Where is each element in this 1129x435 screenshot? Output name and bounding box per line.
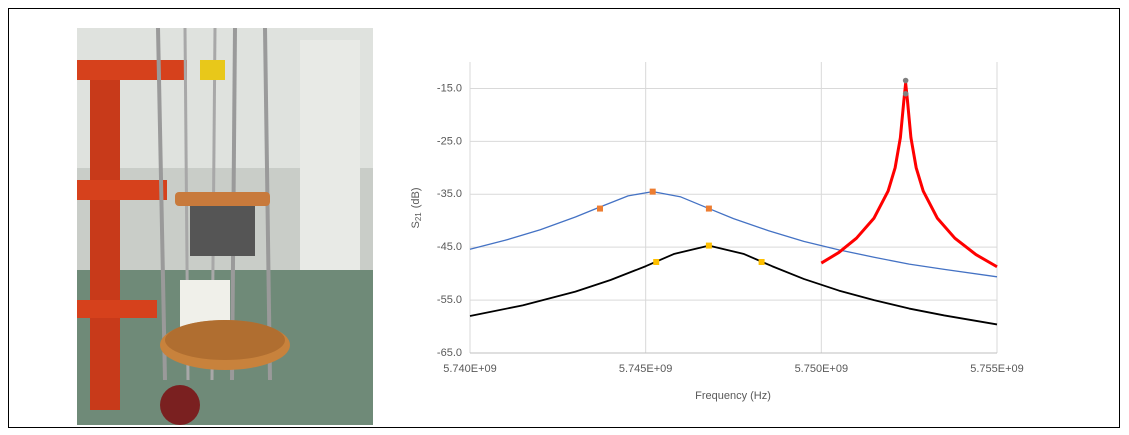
- y-tick-label: -55.0: [437, 294, 462, 306]
- marker: [649, 188, 656, 195]
- figure-border: [8, 8, 1120, 428]
- x-tick-label: 5.750E+09: [795, 363, 849, 375]
- marker: [758, 258, 765, 265]
- series-line: [820, 81, 998, 269]
- marker: [902, 90, 909, 97]
- x-tick-label: 5.740E+09: [443, 363, 497, 375]
- y-tick-label: -25.0: [437, 135, 462, 147]
- marker: [902, 77, 909, 84]
- marker: [705, 205, 712, 212]
- y-tick-label: -35.0: [437, 188, 462, 200]
- marker: [653, 258, 660, 265]
- y-axis-title-unit: (dB): [410, 187, 422, 208]
- x-tick-label: 5.745E+09: [619, 363, 673, 375]
- y-tick-label: -45.0: [437, 241, 462, 253]
- x-tick-label: 5.755E+09: [970, 363, 1024, 375]
- marker: [705, 242, 712, 249]
- photo: [77, 27, 373, 425]
- y-axis-title: S21 (dB): [410, 187, 423, 228]
- marker: [596, 205, 603, 212]
- series-line: [469, 244, 998, 326]
- y-tick-label: -15.0: [437, 82, 462, 94]
- y-axis-title-main: S: [410, 221, 422, 228]
- series-line: [469, 190, 998, 278]
- plot-area: -65.0 -55.0 -45.0 -35.0 -25.0 -15.0 5.740E+09 5…: [437, 62, 1024, 375]
- x-axis-title: Frequency (Hz): [695, 390, 771, 402]
- y-tick-label: -65.0: [437, 347, 462, 359]
- y-axis-title-sub: 21: [414, 212, 423, 221]
